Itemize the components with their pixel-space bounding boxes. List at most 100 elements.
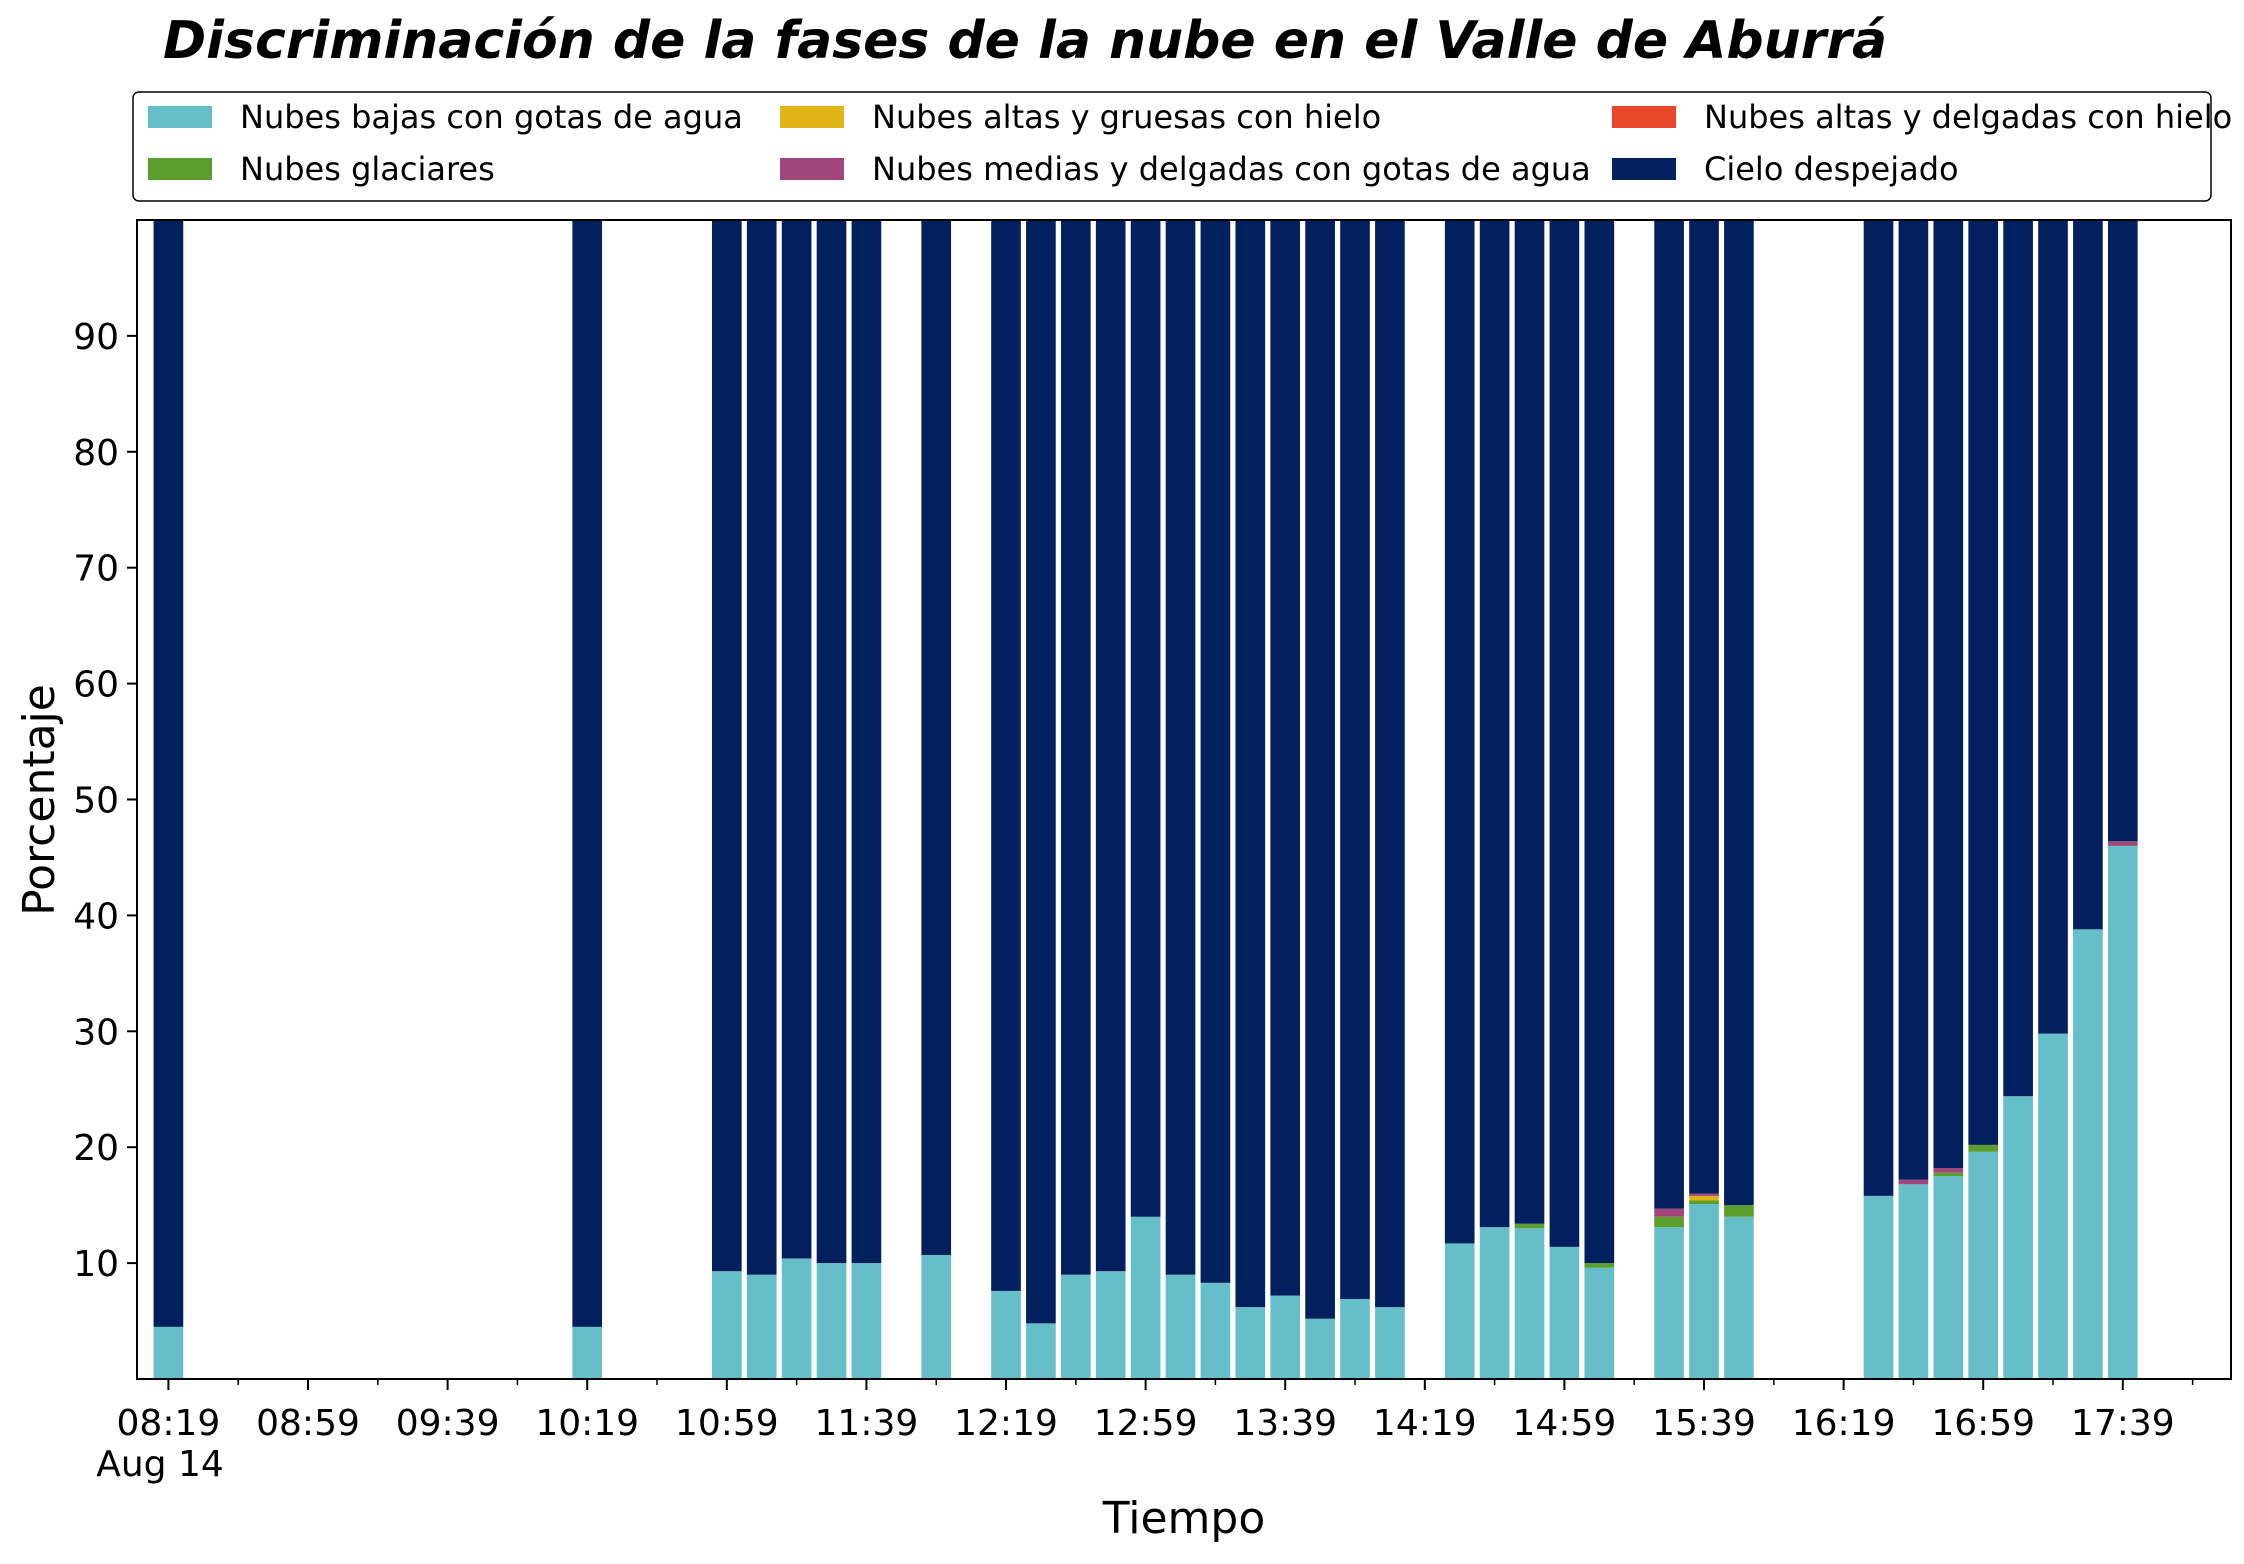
y-tick-label: 90 bbox=[73, 317, 119, 358]
bar-segment bbox=[1689, 1193, 1719, 1196]
bar-segment bbox=[572, 220, 603, 1327]
bar-segment bbox=[1584, 1267, 1615, 1379]
bar-segment bbox=[2003, 1096, 2033, 1379]
y-tick-label: 30 bbox=[73, 1012, 119, 1053]
bar-segment bbox=[1549, 220, 1580, 1247]
bar-segment bbox=[1340, 1299, 1370, 1379]
bar-segment bbox=[1724, 1205, 1754, 1217]
bar-segment bbox=[1654, 220, 1684, 1209]
bar-segment bbox=[1968, 1144, 1999, 1152]
bar-segment bbox=[711, 1271, 742, 1379]
bar-segment bbox=[1095, 1271, 1126, 1379]
bar-segment bbox=[746, 1274, 777, 1379]
bar-segment bbox=[781, 1258, 812, 1379]
bar-segment bbox=[1340, 220, 1370, 1300]
bar-segment bbox=[1584, 220, 1615, 1264]
x-tick-label: 14:59 bbox=[1513, 1403, 1617, 1444]
bar-segment bbox=[2073, 220, 2103, 930]
bar-segment bbox=[1514, 1228, 1545, 1379]
x-tick-label: 10:19 bbox=[535, 1403, 639, 1444]
bar-segment bbox=[921, 220, 952, 1255]
bar-segment bbox=[1375, 220, 1405, 1308]
legend-swatch bbox=[780, 106, 844, 128]
x-tick-label: 12:59 bbox=[1094, 1403, 1198, 1444]
y-tick-label: 70 bbox=[73, 549, 119, 590]
y-tick-label: 50 bbox=[73, 781, 119, 822]
x-tick-label: 09:39 bbox=[396, 1403, 500, 1444]
bar-segment bbox=[2107, 220, 2138, 842]
legend-label: Nubes altas y delgadas con hielo bbox=[1704, 98, 2232, 136]
bar-segment bbox=[1898, 1184, 1929, 1379]
bars bbox=[153, 220, 2138, 1379]
x-tick-label: 15:39 bbox=[1652, 1403, 1756, 1444]
y-tick-label: 60 bbox=[73, 665, 119, 706]
bar-segment bbox=[816, 220, 847, 1264]
legend-label: Nubes altas y gruesas con hielo bbox=[872, 98, 1381, 136]
x-tick-label: 11:39 bbox=[815, 1403, 919, 1444]
bar-segment bbox=[1479, 220, 1510, 1228]
x-tick-label: 08:19 bbox=[117, 1403, 221, 1444]
x-axis-label: Tiempo bbox=[1102, 1493, 1266, 1544]
bar-segment bbox=[1060, 220, 1091, 1275]
bar-segment bbox=[2107, 841, 2138, 846]
bar-segment bbox=[2038, 1033, 2068, 1379]
bar-segment bbox=[1270, 220, 1301, 1296]
y-tick-label: 10 bbox=[73, 1244, 119, 1285]
bar-segment bbox=[1200, 220, 1231, 1283]
bar-segment bbox=[1060, 1274, 1091, 1379]
x-tick-label: 16:59 bbox=[1931, 1403, 2035, 1444]
legend-box bbox=[132, 91, 2212, 202]
bar-segment bbox=[1514, 220, 1545, 1224]
bar-segment bbox=[1584, 1263, 1615, 1268]
bar-segment bbox=[1933, 1176, 1964, 1379]
legend-swatch bbox=[1612, 158, 1676, 180]
x-date-label: Aug 14 bbox=[96, 1444, 224, 1485]
x-tick-label: 08:59 bbox=[256, 1403, 360, 1444]
bar-segment bbox=[2003, 220, 2033, 1097]
bar-segment bbox=[1968, 1151, 1999, 1379]
bar-segment bbox=[1305, 1318, 1335, 1379]
bar-segment bbox=[1130, 1216, 1161, 1379]
bar-segment bbox=[1026, 220, 1056, 1324]
bar-segment bbox=[1200, 1282, 1231, 1379]
bar-segment bbox=[921, 1254, 952, 1379]
bar-segment bbox=[816, 1263, 847, 1379]
legend-label: Nubes glaciares bbox=[240, 150, 495, 188]
bar-segment bbox=[1724, 1216, 1754, 1379]
bar-segment bbox=[1933, 1172, 1964, 1177]
bar-segment bbox=[851, 220, 882, 1264]
legend-swatch bbox=[780, 158, 844, 180]
bar-segment bbox=[2038, 220, 2068, 1034]
bar-segment bbox=[1898, 1179, 1929, 1185]
legend-label: Cielo despejado bbox=[1704, 150, 1959, 188]
bar-segment bbox=[1654, 1227, 1684, 1379]
bar-segment bbox=[1724, 220, 1754, 1206]
bar-segment bbox=[1235, 1307, 1266, 1379]
bar-segment bbox=[851, 1263, 882, 1379]
legend-label: Nubes bajas con gotas de agua bbox=[240, 98, 743, 136]
bar-segment bbox=[1689, 1203, 1719, 1379]
x-tick-label: 12:19 bbox=[954, 1403, 1058, 1444]
bar-segment bbox=[572, 1326, 603, 1379]
bar-segment bbox=[1689, 1195, 1719, 1201]
bar-segment bbox=[1689, 220, 1719, 1194]
bar-segment bbox=[991, 1290, 1021, 1379]
bar-segment bbox=[711, 220, 742, 1272]
bar-segment bbox=[1933, 1168, 1964, 1173]
bar-segment bbox=[1165, 220, 1196, 1275]
x-tick-label: 17:39 bbox=[2071, 1403, 2175, 1444]
bar-segment bbox=[1375, 1307, 1405, 1379]
bar-segment bbox=[1968, 220, 1999, 1145]
bar-segment bbox=[1026, 1323, 1056, 1379]
bar-segment bbox=[2073, 929, 2103, 1379]
x-tick-label: 10:59 bbox=[675, 1403, 779, 1444]
bar-segment bbox=[1130, 220, 1161, 1217]
bar-segment bbox=[1654, 1208, 1684, 1217]
x-tick-label: 16:19 bbox=[1792, 1403, 1896, 1444]
y-tick-label: 80 bbox=[73, 433, 119, 474]
bar-segment bbox=[781, 220, 812, 1259]
bar-segment bbox=[1654, 1216, 1684, 1228]
bar-segment bbox=[1165, 1274, 1196, 1379]
